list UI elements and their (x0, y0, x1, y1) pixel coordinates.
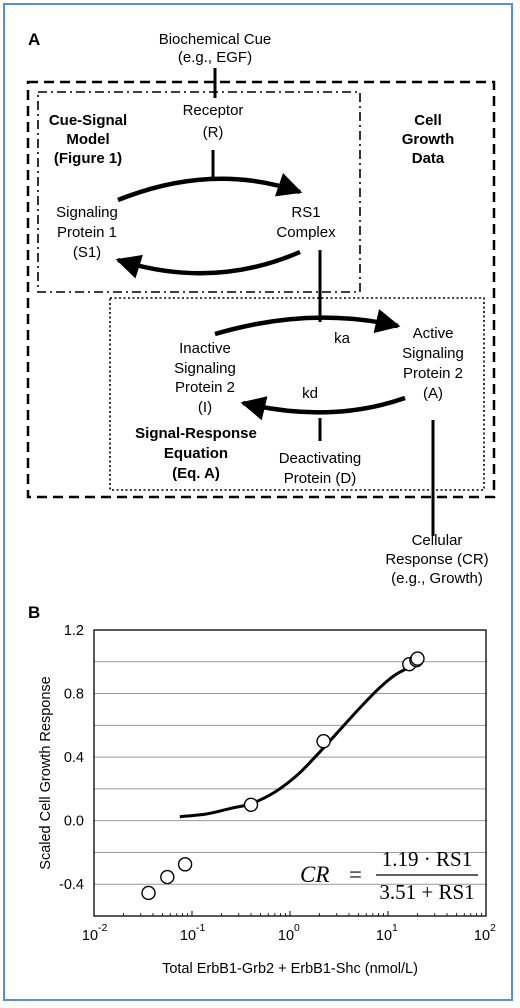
data-point (410, 651, 425, 666)
inactive-protein-line3: Protein 2 (175, 379, 235, 396)
x-axis-label: Total ErbB1-Grb2 + ErbB1-Shc (nmol/L) (162, 961, 418, 977)
receptor-label-line1: Receptor (183, 102, 244, 119)
equation-numerator: 1.19 · RS1 (382, 847, 472, 871)
data-point (243, 797, 259, 812)
panel-b-label: B (28, 603, 40, 622)
active-protein-line4: (A) (423, 385, 443, 402)
binding-arrow (117, 173, 303, 203)
equation-lhs: CR (300, 862, 329, 887)
deactivation-arrow (240, 395, 406, 421)
y-tick-label: -0.4 (59, 877, 84, 893)
y-axis-label: Scaled Cell Growth Response (38, 676, 54, 869)
x-tick-label: 10 (474, 928, 490, 944)
x-tick-label: 10 (180, 928, 196, 944)
inactive-protein-line2: Signaling (174, 360, 236, 377)
cue-signal-model-line3: (Figure 1) (54, 150, 122, 167)
model-fit-curve (179, 664, 414, 819)
x-tick-label: 10 (278, 928, 294, 944)
cue-signal-model-line1: Cue-Signal (49, 112, 127, 129)
y-tick-label: 1.2 (64, 623, 84, 639)
inactive-protein-line4: (I) (198, 399, 212, 416)
cellular-response-line2: Response (CR) (385, 551, 488, 568)
signal-response-line3: (Eq. A) (172, 465, 220, 482)
activation-arrow (214, 309, 401, 337)
cell-growth-data-line3: Data (412, 150, 445, 167)
y-tick-label: 0.8 (64, 687, 84, 703)
active-protein-line2: Signaling (402, 345, 464, 362)
model-equation: CR = 1.19 · RS1 3.51 + RS1 (300, 847, 478, 904)
cue-signal-model-box (37, 91, 361, 293)
equation-denominator: 3.51 + RS1 (379, 880, 474, 904)
cellular-response-line1: Cellular (412, 532, 463, 549)
y-tick-label: 0.4 (64, 750, 84, 766)
x-tick-exponent: 2 (490, 922, 496, 934)
cellular-response-line3: (e.g., Growth) (391, 570, 483, 587)
panel-a-diagram: A Biochemical Cue (e.g., EGF) Receptor (… (26, 30, 496, 587)
cell-growth-data-box (26, 80, 496, 499)
kd-label: kd (302, 385, 318, 402)
x-tick-exponent: -2 (98, 922, 107, 934)
figure-frame (3, 3, 513, 1001)
signal-response-line1: Signal-Response (135, 425, 257, 442)
rs1-complex-line2: Complex (276, 224, 336, 241)
x-tick-label: 10 (82, 928, 98, 944)
data-point (177, 857, 193, 872)
ka-label: ka (334, 330, 351, 347)
x-tick-exponent: -1 (196, 922, 205, 934)
y-axis-ticks: 1.2 0.8 0.4 0.0 -0.4 (59, 623, 84, 893)
signaling-protein-1-line1: Signaling (56, 204, 118, 221)
x-tick-exponent: 0 (294, 922, 300, 934)
cell-growth-data-line2: Growth (402, 131, 455, 148)
equation-equals: = (349, 862, 362, 887)
data-point (316, 734, 331, 749)
rs1-complex-line1: RS1 (291, 204, 320, 221)
active-protein-line1: Active (413, 325, 454, 342)
cell-growth-data-line1: Cell (414, 112, 442, 129)
inactive-protein-line1: Inactive (179, 340, 231, 357)
panel-a-label: A (28, 30, 40, 49)
data-point (160, 869, 175, 885)
y-tick-label: 0.0 (64, 814, 84, 830)
panel-b-chart: B 1.20.80.40.0-0.4 10 -2 10 -1 10 0 10 1 10 2 Sca… (28, 603, 496, 977)
cue-label-line1: Biochemical Cue (159, 31, 272, 48)
cue-signal-model-line2: Model (66, 131, 109, 148)
data-point (141, 885, 156, 901)
deactivating-protein-line1: Deactivating (279, 450, 362, 467)
dissociation-arrow (115, 249, 301, 279)
x-tick-exponent: 1 (392, 922, 398, 934)
signaling-protein-1-line3: (S1) (73, 244, 101, 261)
chart-gridlines (94, 661, 486, 885)
signaling-protein-1-line2: Protein 1 (57, 224, 117, 241)
active-protein-line3: Protein 2 (403, 365, 463, 382)
receptor-label-line2: (R) (203, 124, 224, 141)
cue-label-line2: (e.g., EGF) (178, 49, 252, 66)
signal-response-box (109, 297, 485, 491)
data-points (141, 651, 425, 901)
x-tick-label: 10 (376, 928, 392, 944)
signal-response-line2: Equation (164, 445, 228, 462)
x-axis-ticks: 10 -2 10 -1 10 0 10 1 10 2 (82, 911, 496, 944)
deactivating-protein-line2: Protein (D) (284, 470, 357, 487)
plot-frame (93, 629, 487, 917)
